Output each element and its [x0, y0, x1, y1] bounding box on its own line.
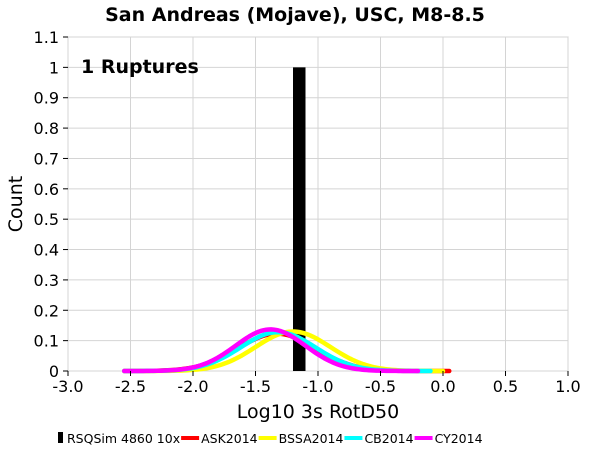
legend-swatch	[344, 436, 363, 440]
x-axis-label: Log10 3s RotD50	[237, 401, 399, 423]
x-tick-label: 1.0	[555, 377, 580, 396]
legend-swatch	[58, 432, 63, 443]
bar-group	[293, 67, 306, 371]
y-tick-label: 0.5	[34, 210, 59, 229]
legend-swatch	[258, 436, 277, 440]
y-tick-label: 0.8	[34, 119, 59, 138]
y-tick-label: 0.9	[34, 89, 59, 108]
series-line-cy2014	[122, 327, 421, 374]
x-tick-label: 0.5	[493, 377, 518, 396]
x-tick-label: -0.5	[365, 377, 396, 396]
y-tick-label: 0.3	[34, 271, 59, 290]
y-tick-label: 1.1	[34, 28, 59, 47]
x-tick-label: -1.5	[240, 377, 271, 396]
legend-swatch	[414, 436, 433, 440]
x-tick-label: -3.0	[52, 377, 83, 396]
y-axis-ticks: 0 0.1 0.2 0.3 0.4 0.5 0.6 0.7 0.8 0.9 1 1.1	[34, 28, 68, 381]
y-tick-label: 0.6	[34, 180, 59, 199]
bar-rsqsim	[293, 67, 306, 371]
y-tick-label: 0.7	[34, 149, 59, 168]
x-tick-label: -1.0	[302, 377, 333, 396]
legend-label: ASK2014	[201, 431, 258, 446]
chart-title: San Andreas (Mojave), USC, M8-8.5	[105, 4, 485, 26]
legend: RSQSim 4860 10x ASK2014 BSSA2014 CB2014 CY20…	[58, 431, 483, 446]
legend-label: CB2014	[364, 431, 413, 446]
legend-label: RSQSim 4860 10x	[67, 431, 180, 446]
y-tick-label: 0.4	[34, 241, 59, 260]
legend-label: CY2014	[435, 431, 483, 446]
y-axis-label: Count	[5, 176, 27, 232]
y-tick-label: 0.1	[34, 332, 59, 351]
y-tick-label: 0	[49, 362, 59, 381]
x-tick-label: 0.0	[430, 377, 455, 396]
x-tick-label: -2.5	[115, 377, 146, 396]
legend-label: BSSA2014	[279, 431, 344, 446]
legend-swatch	[181, 436, 200, 440]
y-tick-label: 1	[49, 58, 59, 77]
x-axis-ticks: -3.0 -2.5 -2.0 -1.5 -1.0 -0.5 0.0 0.5 1.0	[52, 371, 581, 396]
series-lines	[122, 327, 452, 374]
y-tick-label: 0.2	[34, 301, 59, 320]
rupture-count-annotation: 1 Ruptures	[81, 56, 199, 78]
x-tick-label: -2.0	[177, 377, 208, 396]
